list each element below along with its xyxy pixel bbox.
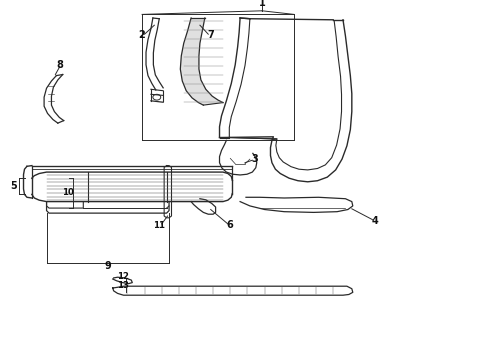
Text: 8: 8	[56, 60, 63, 70]
Text: 10: 10	[62, 188, 74, 197]
Text: 7: 7	[207, 30, 214, 40]
Text: 4: 4	[371, 216, 378, 226]
Text: 5: 5	[10, 181, 17, 192]
Text: 11: 11	[153, 221, 165, 230]
Text: 1: 1	[259, 0, 266, 8]
Polygon shape	[180, 18, 223, 105]
Text: 3: 3	[251, 154, 258, 164]
Text: 12: 12	[118, 272, 129, 281]
Text: 6: 6	[226, 220, 233, 230]
Text: 13: 13	[118, 281, 129, 289]
Text: 2: 2	[139, 30, 146, 40]
Text: 9: 9	[104, 261, 111, 271]
